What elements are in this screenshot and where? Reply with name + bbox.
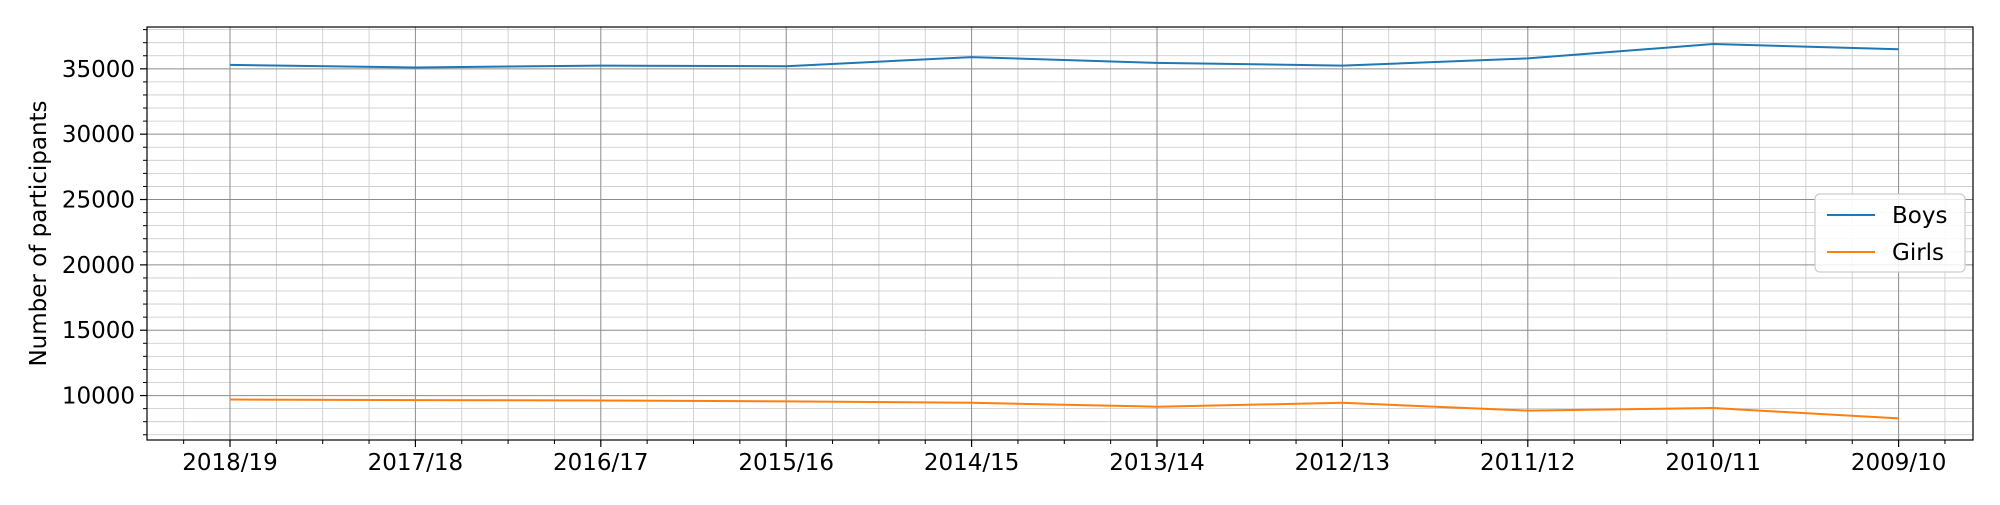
x-tick-label: 2012/13 [1295, 450, 1391, 476]
x-tick-labels: 2018/19 2017/18 2016/17 2015/16 2014/15 2013/… [182, 450, 1946, 476]
y-tick-label: 25000 [62, 188, 135, 214]
x-tick-label: 2009/10 [1851, 450, 1947, 476]
y-axis-label: Number of participants [26, 100, 52, 366]
minor-gridlines [147, 27, 1973, 440]
y-tick-label: 10000 [62, 384, 135, 410]
series-line-girls [229, 398, 1899, 420]
plot-area-frame [146, 26, 1974, 441]
y-tick-labels: 10000 15000 20000 25000 30000 35000 [62, 57, 135, 410]
major-gridlines [147, 27, 1973, 440]
legend: Boys Girls [1814, 193, 1966, 273]
x-tick-label: 2017/18 [368, 450, 464, 476]
x-tick-label: 2013/14 [1109, 450, 1205, 476]
axis-ticks [140, 29, 1946, 447]
y-tick-label: 35000 [62, 57, 135, 83]
legend-label-girls: Girls [1892, 240, 1944, 266]
series-line-boys [229, 43, 1899, 69]
x-tick-label: 2018/19 [182, 450, 278, 476]
series-lines [229, 43, 1899, 420]
y-tick-label: 15000 [62, 318, 135, 344]
x-tick-label: 2014/15 [924, 450, 1020, 476]
x-tick-label: 2016/17 [553, 450, 649, 476]
legend-label-boys: Boys [1892, 203, 1947, 229]
x-tick-label: 2011/12 [1480, 450, 1576, 476]
y-tick-label: 20000 [62, 253, 135, 279]
y-tick-label: 30000 [62, 122, 135, 148]
x-tick-label: 2015/16 [738, 450, 834, 476]
x-tick-label: 2010/11 [1665, 450, 1761, 476]
